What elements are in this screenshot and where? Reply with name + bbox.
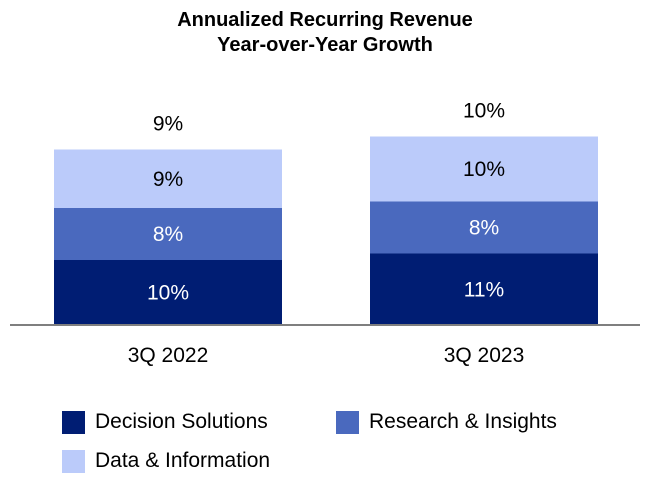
data-label: 8% xyxy=(153,223,183,246)
x-tick-label: 3Q 2023 xyxy=(444,344,525,367)
stacked-bar-chart: 10% 8% 9% 9% 3Q 2022 11% 8% 10% 10% 3Q 2023 xyxy=(10,100,640,367)
legend-swatch xyxy=(336,410,359,434)
legend-item-decision-solutions: Decision Solutions xyxy=(62,410,268,434)
legend-swatch xyxy=(62,449,85,473)
legend-label: Research & Insights xyxy=(369,410,557,433)
chart-title-line-1: Annualized Recurring Revenue xyxy=(177,9,473,31)
bar-segment xyxy=(370,136,598,202)
bar-segment xyxy=(54,149,282,208)
chart-title-line-2: Year-over-Year Growth xyxy=(217,34,433,56)
legend-swatch xyxy=(62,410,85,434)
legend-label: Decision Solutions xyxy=(95,410,268,433)
data-label: 9% xyxy=(153,168,183,191)
chart-title: Annualized Recurring Revenue Year-over-Y… xyxy=(0,8,650,58)
bar-segment xyxy=(370,253,598,325)
legend-item-data-information: Data & Information xyxy=(62,449,270,473)
data-label: 8% xyxy=(469,217,499,240)
x-tick-label: 3Q 2022 xyxy=(128,344,209,367)
legend-item-research-insights: Research & Insights xyxy=(336,410,557,434)
legend-label: Data & Information xyxy=(95,449,271,472)
bar-segment xyxy=(54,260,282,325)
data-label: 10% xyxy=(147,282,189,305)
total-label: 9% xyxy=(153,113,183,136)
total-label: 10% xyxy=(463,100,505,123)
bar-segment xyxy=(370,201,598,254)
data-label: 10% xyxy=(463,158,505,181)
bar-segment xyxy=(54,208,282,260)
data-label: 11% xyxy=(464,278,504,301)
